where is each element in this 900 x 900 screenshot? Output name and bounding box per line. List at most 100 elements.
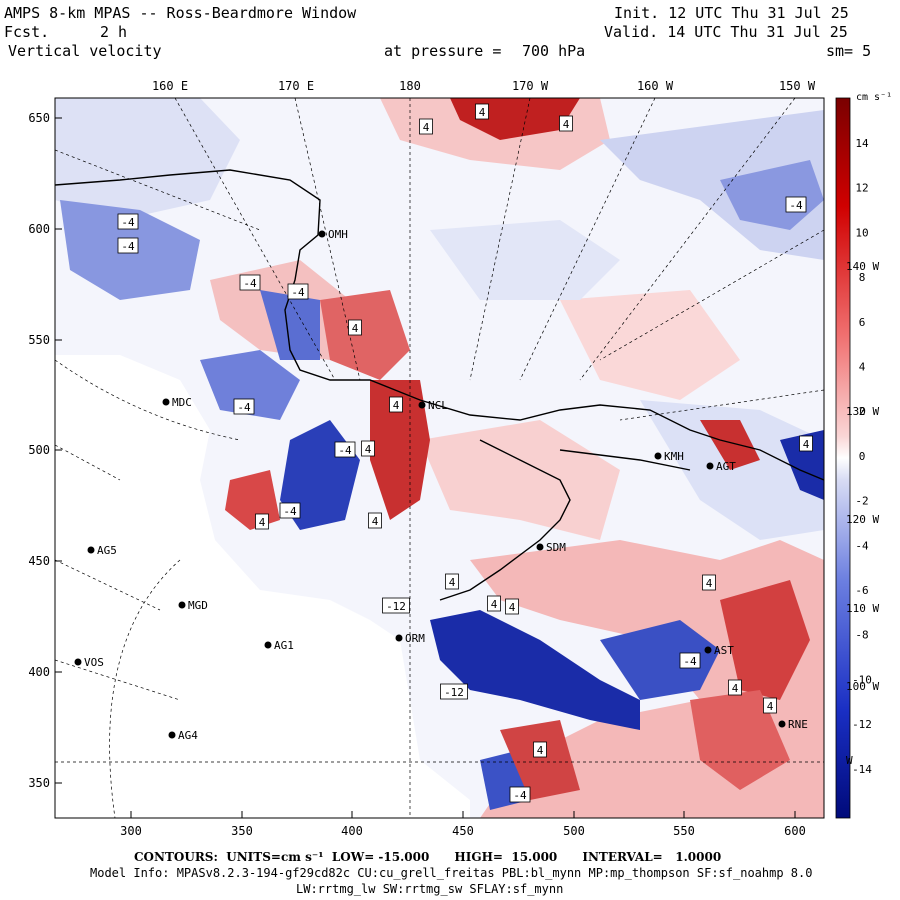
- colorbar-label: -10: [852, 673, 872, 686]
- top-axis-label: 160 E: [152, 79, 188, 93]
- contour-label-box: [475, 103, 489, 120]
- station-label: OMH: [328, 228, 348, 241]
- colorbar-label: 12: [855, 182, 868, 195]
- contour-label-box: [382, 597, 410, 614]
- pressure-value: 700 hPa: [522, 42, 586, 60]
- station-label: AG1: [274, 639, 294, 652]
- pressure-label: at pressure =: [384, 42, 502, 60]
- forecast-hour: 2 h: [100, 23, 128, 41]
- colorbar-label: 14: [855, 137, 869, 150]
- contour-label: -4: [789, 199, 803, 212]
- colorbar-label: 0: [859, 450, 866, 463]
- contour-label: -4: [291, 286, 305, 299]
- station-label: AST: [714, 644, 734, 657]
- station-marker: [74, 658, 82, 666]
- contour-label: -4: [243, 277, 257, 290]
- contour-label-box: [361, 440, 375, 457]
- station-marker: [318, 230, 326, 238]
- graticule: [55, 98, 824, 818]
- contour-label-box: [487, 595, 501, 612]
- contour-label: -4: [513, 789, 527, 802]
- contour-label-box: [533, 741, 547, 758]
- station-label: AG4: [178, 729, 198, 742]
- valid-time: Valid. 14 UTC Thu 31 Jul 25: [604, 23, 848, 41]
- top-axis-label: 170 W: [512, 79, 549, 93]
- colorbar-label: -6: [855, 584, 868, 597]
- contour-label: -4: [683, 655, 697, 668]
- colorbar-label: 6: [859, 316, 866, 329]
- contour-label-box: [368, 512, 382, 529]
- bottom-axis-label: 350: [231, 824, 253, 838]
- station-marker: [654, 452, 662, 460]
- right-edge-label: 110 W: [846, 602, 879, 615]
- contour-label: 4: [449, 576, 456, 589]
- contour-label: 4: [537, 744, 544, 757]
- left-axis-label: 650: [28, 111, 50, 125]
- left-axis-label: 550: [28, 333, 50, 347]
- station-marker: [178, 601, 186, 609]
- left-axis: 650 600 550 500 450 400 350: [28, 111, 62, 790]
- contour-label: 4: [706, 577, 713, 590]
- contour-label: 4: [479, 106, 486, 119]
- contour-label: -4: [237, 401, 251, 414]
- contour-label: 4: [372, 515, 379, 528]
- contour-label-box: [785, 196, 807, 213]
- contour-label-box: [509, 786, 531, 803]
- station-marker: [536, 543, 544, 551]
- contour-label-box: [679, 652, 701, 669]
- smoothing-value: sm= 5: [826, 42, 872, 60]
- right-edge-label: 120 W: [846, 513, 879, 526]
- contour-label-box: [279, 502, 301, 519]
- colorbar-label: -2: [855, 495, 868, 508]
- contour-label: -4: [338, 444, 352, 457]
- right-edge-label: 100 W: [846, 680, 879, 693]
- bottom-axis: 300 350 400 450 500 550 600: [120, 811, 806, 838]
- stations-layer: MDC NCL AG5 SDM MGD AG1 ORM VOS AG4 RNE OMH KMH AGT A…: [74, 228, 808, 742]
- contour-label-box: [440, 683, 468, 700]
- contour-label-box: [239, 274, 261, 291]
- station-label: NCL: [428, 399, 448, 412]
- contour-label-box: [445, 573, 459, 590]
- bottom-axis-label: 400: [341, 824, 363, 838]
- colorbar-label: -12: [852, 718, 872, 731]
- right-edge-label: 130 W: [846, 405, 879, 418]
- left-axis-label: 500: [28, 443, 50, 457]
- station-marker: [418, 401, 426, 409]
- station-marker: [168, 731, 176, 739]
- contour-label: 4: [393, 399, 400, 412]
- bottom-axis-label: 300: [120, 824, 142, 838]
- station-marker: [778, 720, 786, 728]
- contour-label-box: [419, 118, 433, 135]
- colorbar-labels: 14 12 10 8 6 4 2 0 -2 -4 -6 -8 -10 -12 -14: [852, 137, 872, 776]
- contour-label-box: [334, 441, 356, 458]
- contour-label: 4: [352, 322, 359, 335]
- bottom-axis-label: 500: [563, 824, 585, 838]
- contour-label-box: [728, 679, 742, 696]
- station-marker: [706, 462, 714, 470]
- contour-label-box: [559, 115, 573, 132]
- contour-label: -4: [283, 505, 297, 518]
- bottom-axis-label: 550: [673, 824, 695, 838]
- station-label: SDM: [546, 541, 566, 554]
- top-axis: 160 E 170 E 180 170 W 160 W 150 W: [152, 79, 816, 93]
- right-edge-label: 140 W: [846, 260, 879, 273]
- contour-label: 4: [423, 121, 430, 134]
- top-axis-label: 160 W: [637, 79, 674, 93]
- contour-label: 4: [563, 118, 570, 131]
- physics-info: LW:rrtmg_lw SW:rrtmg_sw SFLAY:sf_mynn: [296, 882, 564, 896]
- contour-label: 4: [803, 438, 810, 451]
- contour-label-box: [389, 396, 403, 413]
- contour-info: CONTOURS: UNITS=cm s⁻¹ LOW= -15.000 HIGH…: [134, 850, 722, 864]
- station-label: MGD: [188, 599, 208, 612]
- station-marker: [162, 398, 170, 406]
- station-marker: [395, 634, 403, 642]
- contour-label-box: [117, 237, 139, 254]
- field-name: Vertical velocity: [8, 42, 162, 60]
- contour-label: 4: [259, 516, 266, 529]
- station-label: KMH: [664, 450, 684, 463]
- colorbar-label: 4: [859, 361, 866, 374]
- colorbar-label: -14: [852, 763, 872, 776]
- station-marker: [264, 641, 272, 649]
- contour-label-box: [233, 398, 255, 415]
- top-axis-label: 170 E: [278, 79, 314, 93]
